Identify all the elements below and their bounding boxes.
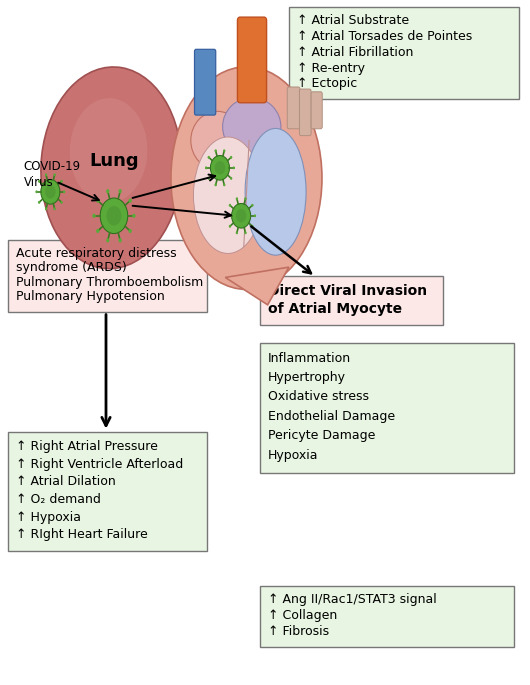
Circle shape bbox=[223, 149, 225, 152]
Text: COVID-19
Virus: COVID-19 Virus bbox=[24, 160, 81, 189]
Circle shape bbox=[208, 155, 210, 159]
Circle shape bbox=[106, 238, 109, 242]
Circle shape bbox=[215, 184, 217, 186]
Circle shape bbox=[106, 189, 109, 193]
Circle shape bbox=[254, 214, 256, 217]
Text: ↑ Atrial Fibrillation: ↑ Atrial Fibrillation bbox=[297, 46, 414, 59]
Circle shape bbox=[210, 155, 229, 180]
Ellipse shape bbox=[70, 98, 147, 203]
Text: ↑ Re-entry: ↑ Re-entry bbox=[297, 62, 365, 75]
Circle shape bbox=[208, 177, 210, 180]
Circle shape bbox=[226, 214, 228, 217]
Text: ↑ Atrial Substrate: ↑ Atrial Substrate bbox=[297, 14, 410, 27]
Circle shape bbox=[215, 161, 225, 175]
Circle shape bbox=[244, 197, 246, 200]
Polygon shape bbox=[225, 267, 289, 305]
Circle shape bbox=[119, 238, 122, 242]
Circle shape bbox=[132, 214, 136, 218]
Text: ↑ Atrial Dilation: ↑ Atrial Dilation bbox=[16, 475, 116, 488]
FancyBboxPatch shape bbox=[237, 17, 267, 103]
FancyBboxPatch shape bbox=[311, 92, 322, 129]
Text: ↑ Ectopic: ↑ Ectopic bbox=[297, 77, 358, 90]
Circle shape bbox=[223, 184, 225, 186]
Text: Pulmonary Thromboembolism: Pulmonary Thromboembolism bbox=[16, 276, 204, 289]
FancyBboxPatch shape bbox=[8, 240, 207, 312]
Circle shape bbox=[45, 208, 47, 210]
Circle shape bbox=[100, 198, 128, 234]
FancyBboxPatch shape bbox=[260, 276, 443, 325]
Text: ↑ O₂ demand: ↑ O₂ demand bbox=[16, 493, 101, 506]
Text: Lung: Lung bbox=[89, 152, 139, 170]
Circle shape bbox=[205, 166, 207, 169]
Text: Inflammation: Inflammation bbox=[268, 351, 351, 364]
Ellipse shape bbox=[245, 129, 306, 256]
FancyBboxPatch shape bbox=[299, 89, 311, 136]
Circle shape bbox=[230, 155, 232, 159]
Text: ↑ Atrial Torsades de Pointes: ↑ Atrial Torsades de Pointes bbox=[297, 30, 473, 43]
FancyBboxPatch shape bbox=[287, 87, 300, 129]
Circle shape bbox=[215, 149, 217, 152]
Circle shape bbox=[233, 166, 235, 169]
Text: Pericyte Damage: Pericyte Damage bbox=[268, 429, 376, 443]
Ellipse shape bbox=[41, 67, 182, 269]
Circle shape bbox=[229, 225, 231, 228]
Circle shape bbox=[251, 225, 253, 228]
Text: ↑ Ang II/Rac1/STAT3 signal: ↑ Ang II/Rac1/STAT3 signal bbox=[268, 593, 437, 606]
Circle shape bbox=[36, 190, 38, 193]
Text: ↑ Right Ventricle Afterload: ↑ Right Ventricle Afterload bbox=[16, 458, 184, 471]
Ellipse shape bbox=[191, 112, 244, 169]
Circle shape bbox=[41, 179, 60, 204]
Ellipse shape bbox=[171, 67, 322, 290]
Circle shape bbox=[38, 179, 40, 183]
Circle shape bbox=[54, 208, 56, 210]
Circle shape bbox=[236, 232, 238, 234]
Circle shape bbox=[230, 177, 232, 180]
Text: Direct Viral Invasion: Direct Viral Invasion bbox=[268, 284, 427, 298]
Circle shape bbox=[63, 190, 65, 193]
FancyBboxPatch shape bbox=[260, 342, 514, 473]
Text: Acute respiratory distress: Acute respiratory distress bbox=[16, 247, 177, 260]
Text: Pulmonary Hypotension: Pulmonary Hypotension bbox=[16, 290, 165, 303]
Circle shape bbox=[96, 229, 100, 233]
Circle shape bbox=[232, 203, 251, 228]
Circle shape bbox=[244, 232, 246, 234]
Text: Hypertrophy: Hypertrophy bbox=[268, 371, 346, 384]
Circle shape bbox=[92, 214, 95, 218]
Text: Oxidative stress: Oxidative stress bbox=[268, 390, 369, 403]
Circle shape bbox=[96, 199, 100, 203]
Text: ↑ Hypoxia: ↑ Hypoxia bbox=[16, 510, 82, 523]
Circle shape bbox=[45, 173, 47, 176]
FancyBboxPatch shape bbox=[8, 432, 207, 551]
Text: Endothelial Damage: Endothelial Damage bbox=[268, 410, 395, 423]
Text: of Atrial Myocyte: of Atrial Myocyte bbox=[268, 301, 402, 316]
Circle shape bbox=[45, 185, 56, 199]
Ellipse shape bbox=[193, 137, 262, 253]
Text: ↑ RIght Heart Failure: ↑ RIght Heart Failure bbox=[16, 528, 148, 541]
Circle shape bbox=[251, 203, 253, 207]
Text: ↑ Collagen: ↑ Collagen bbox=[268, 609, 338, 622]
Circle shape bbox=[107, 206, 121, 225]
FancyBboxPatch shape bbox=[195, 49, 216, 115]
Circle shape bbox=[60, 201, 63, 204]
Text: Hypoxia: Hypoxia bbox=[268, 449, 319, 462]
Circle shape bbox=[54, 173, 56, 176]
Circle shape bbox=[128, 229, 132, 233]
Text: syndrome (ARDS): syndrome (ARDS) bbox=[16, 261, 127, 274]
FancyBboxPatch shape bbox=[260, 586, 514, 647]
Circle shape bbox=[60, 179, 63, 183]
Circle shape bbox=[236, 209, 246, 223]
Text: ↑ Right Atrial Pressure: ↑ Right Atrial Pressure bbox=[16, 440, 158, 453]
Circle shape bbox=[119, 189, 122, 193]
Circle shape bbox=[229, 203, 231, 207]
Text: ↑ Fibrosis: ↑ Fibrosis bbox=[268, 625, 329, 638]
Ellipse shape bbox=[223, 98, 281, 156]
FancyBboxPatch shape bbox=[289, 7, 519, 99]
Circle shape bbox=[236, 197, 238, 200]
Circle shape bbox=[38, 201, 40, 204]
Circle shape bbox=[128, 199, 132, 203]
